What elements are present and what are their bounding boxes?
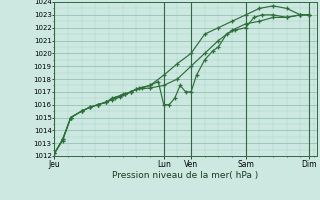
- X-axis label: Pression niveau de la mer( hPa ): Pression niveau de la mer( hPa ): [112, 171, 259, 180]
